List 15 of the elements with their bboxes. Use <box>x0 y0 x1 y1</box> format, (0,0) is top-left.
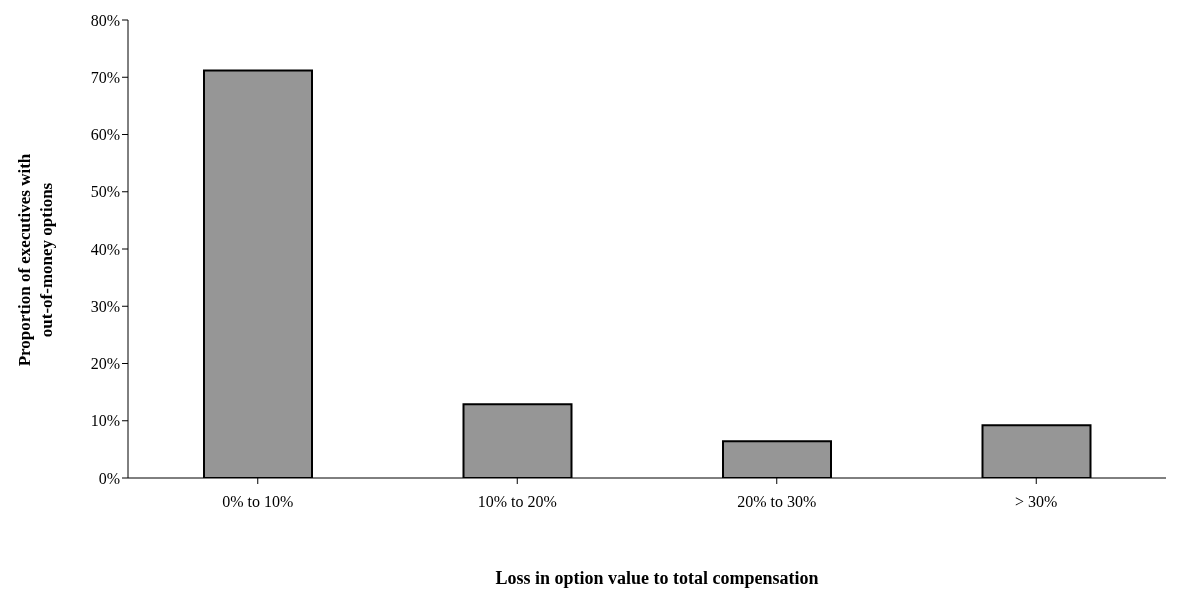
y-tick-label: 10% <box>90 412 120 430</box>
y-tick-label: 50% <box>90 183 120 201</box>
y-tick-label: 20% <box>90 355 120 373</box>
y-tick-label: 80% <box>90 11 120 29</box>
x-tick-label: 20% to 30% <box>737 493 817 511</box>
y-tick-label: 70% <box>90 68 120 86</box>
x-tick-label: 0% to 10% <box>222 493 294 511</box>
x-axis-title: Loss in option value to total compensation <box>494 568 820 589</box>
x-tick-label: 10% to 20% <box>477 493 557 511</box>
x-tick-label: > 30% <box>1015 493 1058 511</box>
y-tick-label: 0% <box>98 469 120 487</box>
y-tick-label: 30% <box>90 297 120 315</box>
y-axis-title: Proportion of executives with out-of-money options <box>15 153 56 367</box>
y-tick-label: 60% <box>90 126 120 144</box>
y-tick-label: 40% <box>90 240 120 258</box>
